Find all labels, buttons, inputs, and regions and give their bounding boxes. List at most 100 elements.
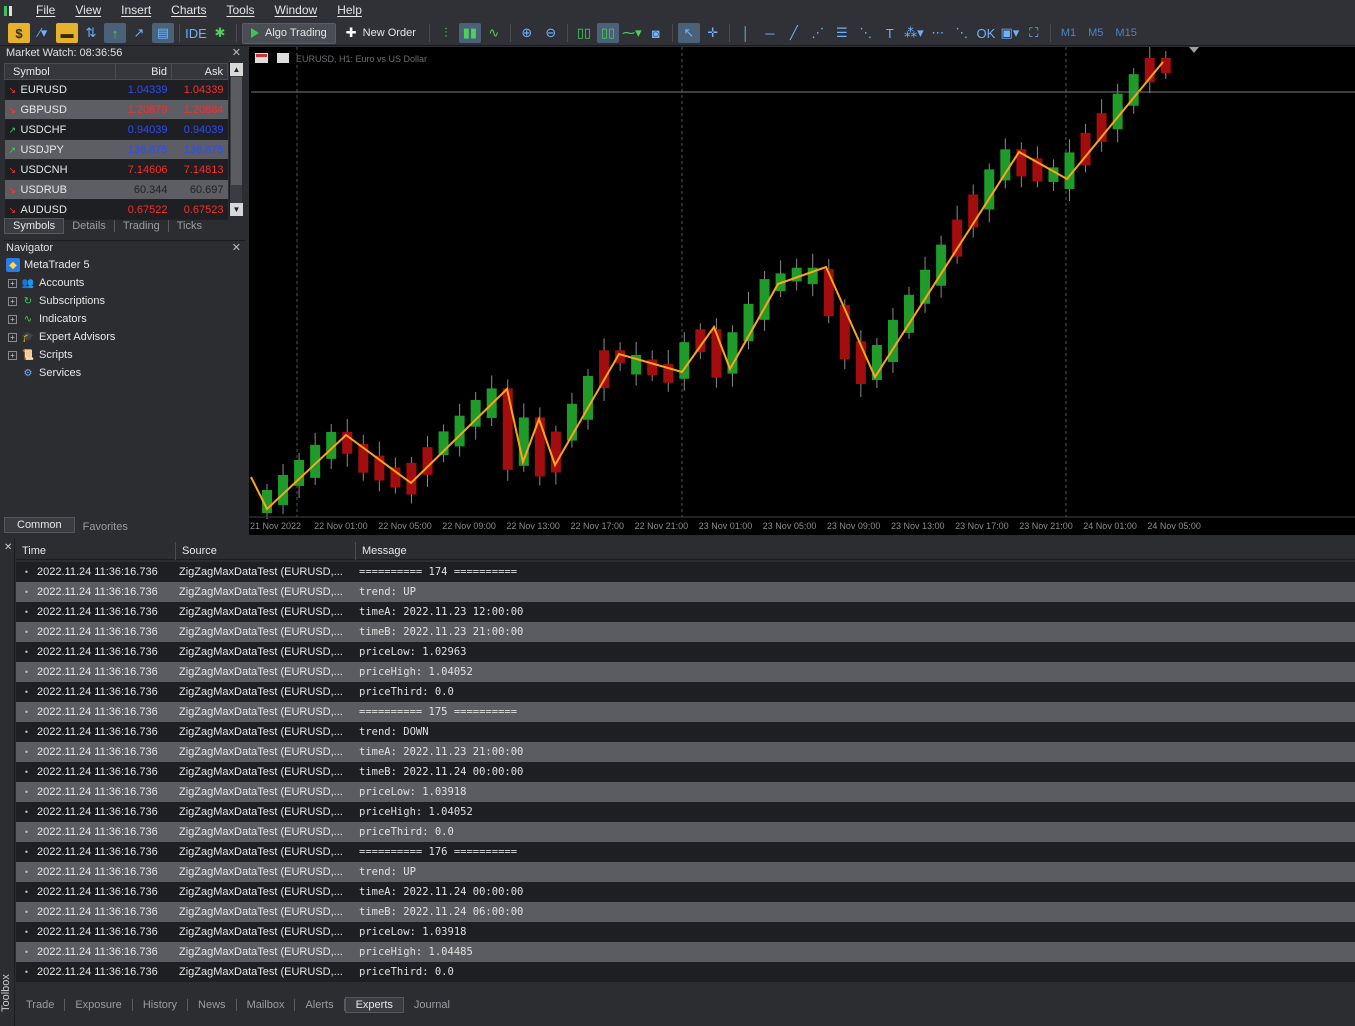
menu-window[interactable]: Window	[274, 3, 318, 17]
log-row[interactable]: • 2022.11.24 11:36:16.736 ZigZagMaxDataTes…	[16, 822, 1355, 842]
settings-star-icon[interactable]: ✱	[214, 25, 226, 40]
timeframe-m15[interactable]: M15	[1115, 27, 1137, 39]
menu-charts[interactable]: Charts	[171, 3, 207, 17]
candle-chart-icon[interactable]: ▮▮	[458, 23, 481, 43]
chart-shift-marker-icon[interactable]	[1189, 47, 1199, 53]
nav-item-subscriptions[interactable]: + ↻ Subscriptions	[4, 292, 245, 310]
ask-cell[interactable]: 0.67523	[171, 199, 228, 220]
ask-cell[interactable]: 0.94039	[171, 119, 228, 140]
timeframe-m1[interactable]: M1	[1060, 27, 1077, 39]
tab-news[interactable]: News	[188, 999, 237, 1011]
tab-common[interactable]: Common	[4, 517, 75, 533]
vertical-line-icon[interactable]: │	[741, 25, 750, 41]
expand-icon[interactable]: +	[8, 296, 17, 306]
bid-column-header[interactable]: Bid	[115, 63, 172, 80]
log-row[interactable]: • 2022.11.24 11:36:16.736 ZigZagMaxDataTes…	[16, 762, 1355, 782]
expand-icon[interactable]: +	[8, 332, 17, 342]
nav-item-services[interactable]: ⚙ Services	[4, 364, 245, 382]
log-row[interactable]: • 2022.11.24 11:36:16.736 ZigZagMaxDataTes…	[16, 922, 1355, 942]
log-row[interactable]: • 2022.11.24 11:36:16.736 ZigZagMaxDataTes…	[16, 682, 1355, 702]
log-row[interactable]: • 2022.11.24 11:36:16.736 ZigZagMaxDataTes…	[16, 662, 1355, 682]
ask-cell[interactable]: 60.697	[171, 179, 228, 200]
market-watch-row[interactable]: ↗ USDJPY 138.875 138.875	[4, 139, 228, 160]
market-watch-row[interactable]: ↘ AUDUSD 0.67522 0.67523	[4, 199, 228, 220]
time-column-header[interactable]: Time	[16, 542, 176, 560]
chart-canvas[interactable]: EURUSD, H1: Euro vs US Dollar 21 Nov 202…	[249, 47, 1355, 535]
symbol-cell[interactable]: ↘ USDCNH	[4, 159, 116, 180]
market-watch-row[interactable]: ↗ USDCHF 0.94039 0.94039	[4, 119, 228, 140]
market-icon[interactable]: ⇅	[85, 25, 97, 40]
market-watch-scrollbar[interactable]: ▲ ▼	[229, 63, 243, 216]
price-chart[interactable]: EURUSD, H1: Euro vs US Dollar 21 Nov 202…	[249, 47, 1355, 535]
log-row[interactable]: • 2022.11.24 11:36:16.736 ZigZagMaxDataTes…	[16, 842, 1355, 862]
timeframe-m5[interactable]: M5	[1088, 27, 1104, 39]
screenshot-icon[interactable]: ◙	[651, 25, 660, 41]
ask-cell[interactable]: 1.20884	[171, 99, 228, 120]
new-order-button[interactable]: ✚ New Order	[345, 25, 416, 40]
symbol-cell[interactable]: ↗ USDCHF	[4, 119, 116, 140]
message-column-header[interactable]: Message	[362, 545, 407, 557]
log-row[interactable]: • 2022.11.24 11:36:16.736 ZigZagMaxDataTes…	[16, 882, 1355, 902]
tab-experts[interactable]: Experts	[344, 997, 404, 1013]
tab-alerts[interactable]: Alerts	[295, 999, 345, 1011]
log-row[interactable]: • 2022.11.24 11:36:16.736 ZigZagMaxDataTes…	[16, 562, 1355, 582]
tab-trading[interactable]: Trading	[115, 220, 169, 232]
log-row[interactable]: • 2022.11.24 11:36:16.736 ZigZagMaxDataTes…	[16, 862, 1355, 882]
cursor-icon[interactable]: ↖	[677, 23, 700, 43]
bid-cell[interactable]: 7.14606	[115, 159, 172, 180]
zoom-in-icon[interactable]: ⊕	[521, 25, 533, 40]
tab-mailbox[interactable]: Mailbox	[237, 999, 296, 1011]
menu-insert[interactable]: Insert	[121, 3, 152, 17]
expand-icon[interactable]: +	[8, 350, 17, 360]
nav-root[interactable]: ◆ MetaTrader 5	[4, 256, 245, 274]
bid-cell[interactable]: 1.04339	[115, 79, 172, 100]
tab-favorites[interactable]: Favorites	[82, 521, 128, 533]
crosshair-icon[interactable]: ✛	[707, 25, 719, 40]
tab-symbols[interactable]: Symbols	[4, 218, 65, 234]
symbol-cell[interactable]: ↘ AUDUSD	[4, 199, 116, 220]
tab-exposure[interactable]: Exposure	[65, 999, 133, 1011]
scroll-thumb[interactable]	[231, 77, 242, 185]
ask-cell[interactable]: 138.875	[171, 139, 228, 160]
market-watch-row[interactable]: ↘ USDCNH 7.14606 7.14813	[4, 159, 228, 180]
ask-cell[interactable]: 1.04339	[171, 79, 228, 100]
tab-history[interactable]: History	[133, 999, 189, 1011]
terminal-icon[interactable]: ▤	[152, 23, 174, 43]
image-icon[interactable]: ▣▾	[1000, 25, 1020, 40]
bar-chart-icon[interactable]: ⫶	[444, 25, 448, 40]
log-row[interactable]: • 2022.11.24 11:36:16.736 ZigZagMaxDataTes…	[16, 902, 1355, 922]
nav-item-accounts[interactable]: + 👥 Accounts	[4, 274, 245, 292]
line-chart-icon[interactable]: ∿	[488, 25, 500, 40]
close-icon[interactable]: ✕	[231, 47, 241, 59]
log-row[interactable]: • 2022.11.24 11:36:16.736 ZigZagMaxDataTes…	[16, 582, 1355, 602]
channel-icon[interactable]: ⋰	[811, 25, 825, 40]
symbol-cell[interactable]: ↘ EURUSD	[4, 79, 116, 100]
ask-column-header[interactable]: Ask	[171, 63, 228, 80]
ide-button[interactable]: IDE	[185, 25, 207, 41]
autoscroll-icon[interactable]: ▯▯	[596, 23, 619, 43]
source-column-header[interactable]: Source	[176, 542, 356, 560]
nav-item-scripts[interactable]: + 📜 Scripts	[4, 346, 245, 364]
close-icon[interactable]: ✕	[231, 242, 241, 254]
open-folder-icon[interactable]: ▬	[56, 23, 78, 43]
market-watch-row[interactable]: ↘ EURUSD 1.04339 1.04339	[4, 79, 228, 100]
tab-ticks[interactable]: Ticks	[176, 220, 202, 232]
arrows-icon[interactable]: ⋱	[955, 25, 969, 40]
tile-icon[interactable]: ▯▯	[576, 25, 592, 40]
bid-cell[interactable]: 0.67522	[115, 199, 172, 220]
market-watch-row[interactable]: ↘ USDRUB 60.344 60.697	[4, 179, 228, 200]
log-row[interactable]: • 2022.11.24 11:36:16.736 ZigZagMaxDataTes…	[16, 602, 1355, 622]
log-row[interactable]: • 2022.11.24 11:36:16.736 ZigZagMaxDataTes…	[16, 722, 1355, 742]
symbol-cell[interactable]: ↗ USDJPY	[4, 139, 116, 160]
trade-icon[interactable]: ↑	[104, 23, 126, 43]
expand-icon[interactable]: +	[8, 314, 17, 324]
dollar-icon[interactable]: $	[8, 23, 30, 43]
symbol-cell[interactable]: ↘ USDRUB	[4, 179, 116, 200]
fullscreen-icon[interactable]: ⛶	[1029, 25, 1039, 40]
log-row[interactable]: • 2022.11.24 11:36:16.736 ZigZagMaxDataTes…	[16, 782, 1355, 802]
log-row[interactable]: • 2022.11.24 11:36:16.736 ZigZagMaxDataTes…	[16, 942, 1355, 962]
close-icon[interactable]: ✕	[4, 542, 13, 553]
market-watch-row[interactable]: ↘ GBPUSD 1.20879 1.20884	[4, 99, 228, 120]
fibo-icon[interactable]: ☰	[836, 25, 848, 40]
menu-view[interactable]: View	[75, 3, 102, 17]
